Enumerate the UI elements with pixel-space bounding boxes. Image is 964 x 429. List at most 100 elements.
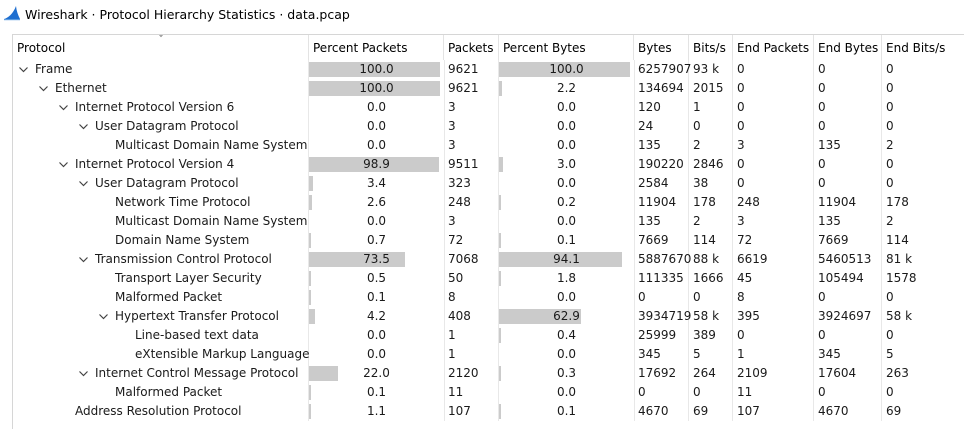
end-bits-per-sec: 0 <box>886 157 894 171</box>
tree-row[interactable]: eXtensible Markup Language 0.0 1 0.0 345 5 1 34… <box>13 345 964 364</box>
chevron-down-icon[interactable] <box>59 103 68 112</box>
end-packets: 0 <box>733 117 814 136</box>
percent-packets: 0.0 <box>366 100 387 114</box>
end-bits-per-sec: 2 <box>886 138 894 152</box>
end-bits-per-sec: 0 <box>886 119 894 133</box>
percent-bytes-cell: 0.0 <box>499 136 635 155</box>
percent-bytes-cell: 1.8 <box>499 269 635 288</box>
percent-bytes-bar <box>499 62 630 77</box>
protocol-name: Internet Protocol Version 6 <box>13 98 309 117</box>
end-bits-per-sec: 81 k <box>886 252 913 266</box>
percent-bytes-bar <box>499 233 501 248</box>
bytes-count: 25999 <box>634 326 689 345</box>
packets-count: 11 <box>444 383 499 402</box>
end-bytes: 0 <box>814 288 882 307</box>
protocol-name: Transmission Control Protocol <box>13 250 309 269</box>
packets-count: 2120 <box>444 364 499 383</box>
packets-count: 9621 <box>444 79 499 98</box>
percent-packets-cell: 0.0 <box>309 136 445 155</box>
end-packets: 3 <box>733 212 814 231</box>
header-percent-packets[interactable]: Percent Packets <box>309 35 444 60</box>
end-bytes: 0 <box>814 155 882 174</box>
percent-packets-bar <box>309 385 311 400</box>
header-end-packets[interactable]: End Packets <box>733 35 814 60</box>
end-packets: 0 <box>733 60 814 79</box>
header-protocol[interactable]: Protocol <box>13 35 309 60</box>
chevron-down-icon[interactable] <box>79 369 88 378</box>
bytes-count: 2584 <box>634 174 689 193</box>
end-packets: 107 <box>733 402 814 421</box>
header-end-bytes[interactable]: End Bytes <box>814 35 882 60</box>
tree-row[interactable]: Transmission Control Protocol 73.5 7068 94.… <box>13 250 964 269</box>
protocol-hierarchy-tree[interactable]: Protocol Percent Packets Packets Percent By… <box>12 34 964 429</box>
tree-row[interactable]: User Datagram Protocol 3.4 323 0.0 2584 38 0 0 0 <box>13 174 964 193</box>
percent-bytes-cell: 0.2 <box>499 193 635 212</box>
bits-per-sec: 1 <box>689 98 733 117</box>
percent-packets-bar <box>309 157 439 172</box>
tree-row[interactable]: Domain Name System 0.7 72 0.1 7669 114 72 7669 1… <box>13 231 964 250</box>
tree-row[interactable]: Internet Control Message Protocol 22.0 212… <box>13 364 964 383</box>
protocol-name: Multicast Domain Name System <box>13 136 309 155</box>
tree-row[interactable]: Internet Protocol Version 4 98.9 9511 3.0 19… <box>13 155 964 174</box>
percent-bytes: 0.0 <box>556 214 577 228</box>
end-bytes: 4670 <box>814 402 882 421</box>
chevron-down-icon[interactable] <box>39 84 48 93</box>
bits-per-sec: 0 <box>689 288 733 307</box>
tree-row[interactable]: Multicast Domain Name System 0.0 3 0.0 135 2 3… <box>13 212 964 231</box>
window-title: Wireshark · Protocol Hierarchy Statistic… <box>25 7 350 22</box>
percent-packets-bar <box>309 195 312 210</box>
protocol-name: User Datagram Protocol <box>13 174 309 193</box>
header-bytes[interactable]: Bytes <box>634 35 689 60</box>
tree-row[interactable]: Internet Protocol Version 6 0.0 3 0.0 120 1 0 0… <box>13 98 964 117</box>
bits-per-sec: 2 <box>689 212 733 231</box>
tree-row[interactable]: Network Time Protocol 2.6 248 0.2 11904 178 24… <box>13 193 964 212</box>
percent-packets-cell: 0.5 <box>309 269 445 288</box>
tree-row[interactable]: Line-based text data 0.0 1 0.4 25999 389 0 0 0 <box>13 326 964 345</box>
tree-row[interactable]: Address Resolution Protocol 1.1 107 0.1 4670… <box>13 402 964 421</box>
percent-bytes: 2.2 <box>556 81 577 95</box>
chevron-down-icon[interactable] <box>79 255 88 264</box>
percent-packets-bar <box>309 309 315 324</box>
chevron-down-icon[interactable] <box>79 179 88 188</box>
column-header-row: Protocol Percent Packets Packets Percent By… <box>13 35 964 60</box>
chevron-down-icon[interactable] <box>79 122 88 131</box>
percent-packets-bar <box>309 233 311 248</box>
tree-row[interactable]: Malformed Packet 0.1 8 0.0 0 0 8 0 0 <box>13 288 964 307</box>
percent-packets-cell: 0.1 <box>309 288 445 307</box>
percent-packets-cell: 4.2 <box>309 307 445 326</box>
tree-row[interactable]: Hypertext Transfer Protocol 4.2 408 62.9 393… <box>13 307 964 326</box>
percent-packets-bar <box>309 366 338 381</box>
end-bytes: 3924697 <box>814 307 882 326</box>
percent-bytes-cell: 0.1 <box>499 231 635 250</box>
end-bytes: 17604 <box>814 364 882 383</box>
header-packets[interactable]: Packets <box>444 35 499 60</box>
tree-row[interactable]: User Datagram Protocol 0.0 3 0.0 24 0 0 0 0 <box>13 117 964 136</box>
header-percent-bytes[interactable]: Percent Bytes <box>499 35 634 60</box>
header-end-bits-per-sec[interactable]: End Bits/s <box>882 35 964 60</box>
tree-row[interactable]: Malformed Packet 0.1 11 0.0 0 0 11 0 0 <box>13 383 964 402</box>
bytes-count: 345 <box>634 345 689 364</box>
chevron-down-icon[interactable] <box>59 160 68 169</box>
bits-per-sec: 0 <box>689 117 733 136</box>
tree-row[interactable]: Multicast Domain Name System 0.0 3 0.0 135 2 3… <box>13 136 964 155</box>
tree-row[interactable]: Ethernet 100.0 9621 2.2 134694 2015 0 0 0 <box>13 79 964 98</box>
chevron-down-icon[interactable] <box>99 312 108 321</box>
header-bits-per-sec[interactable]: Bits/s <box>689 35 733 60</box>
percent-packets: 98.9 <box>363 157 390 171</box>
end-bytes: 0 <box>814 79 882 98</box>
bytes-count: 111335 <box>634 269 689 288</box>
percent-packets-cell: 22.0 <box>309 364 445 383</box>
percent-bytes-cell: 100.0 <box>499 60 635 79</box>
chevron-down-icon[interactable] <box>19 65 28 74</box>
percent-bytes-cell: 0.0 <box>499 288 635 307</box>
tree-row[interactable]: Transport Layer Security 0.5 50 1.8 111335 16… <box>13 269 964 288</box>
bytes-count: 0 <box>634 288 689 307</box>
end-packets: 11 <box>733 383 814 402</box>
percent-packets: 100.0 <box>359 81 394 95</box>
bits-per-sec: 264 <box>689 364 733 383</box>
percent-bytes: 0.0 <box>556 347 577 361</box>
percent-packets-cell: 73.5 <box>309 250 445 269</box>
bytes-count: 135 <box>634 136 689 155</box>
packets-count: 1 <box>444 326 499 345</box>
